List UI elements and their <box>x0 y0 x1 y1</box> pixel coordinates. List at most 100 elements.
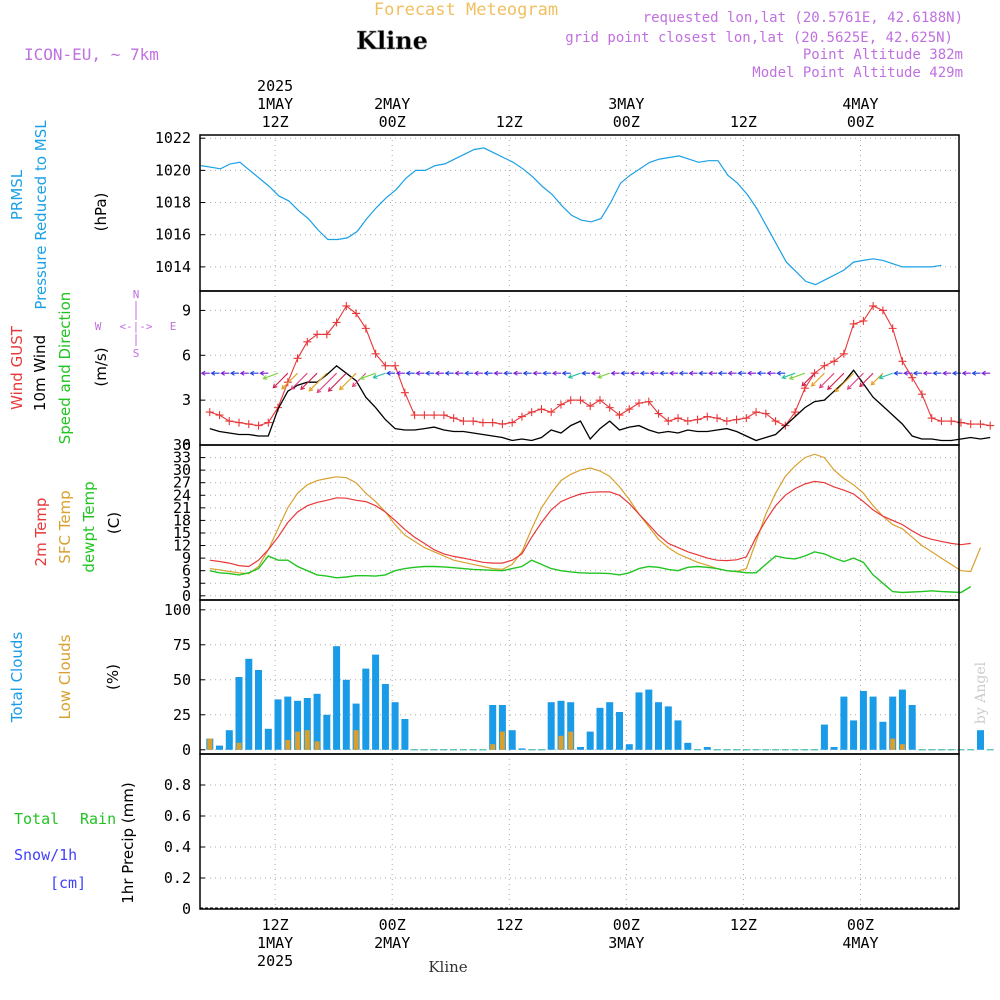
wind-direction-arrow-67 <box>846 372 864 390</box>
total-cloud-bar-51 <box>703 747 711 750</box>
gust-marker-22 <box>420 411 429 420</box>
wind-direction-arrow-5 <box>249 370 259 376</box>
panel-frames <box>199 134 960 910</box>
ytick-label-temperature-3: 9 <box>182 549 191 567</box>
gust-marker-52 <box>713 414 722 423</box>
wind-direction-arrow-50 <box>688 370 698 376</box>
pressure-label-prmsl: PRMSL <box>8 169 26 220</box>
ytick-label-wind-2: 6 <box>182 346 191 364</box>
bottom-time-label-4-0: 12Z <box>730 916 757 934</box>
top-time-label-0-0: 2025 <box>257 77 293 95</box>
gust-marker-4 <box>244 420 253 429</box>
gust-marker-75 <box>937 417 946 426</box>
ytick-label-temperature-2: 6 <box>182 562 191 580</box>
gust-marker-66 <box>849 319 858 328</box>
total-cloud-bar-64 <box>830 747 838 750</box>
wind-direction-arrow-65 <box>827 372 845 391</box>
gust-marker-3 <box>235 418 244 427</box>
gust-marker-42 <box>615 411 624 420</box>
gust-marker-68 <box>869 301 878 310</box>
wind-direction-arrow-69 <box>870 372 884 386</box>
gust-marker-80 <box>986 421 995 430</box>
wind-direction-arrow-22 <box>415 370 425 376</box>
gust-marker-26 <box>459 417 468 426</box>
total-cloud-bar-3 <box>235 677 243 750</box>
top-time-label-3-0: 3MAY <box>608 95 644 113</box>
ytick-label-temperature-0: 0 <box>182 587 191 605</box>
wind-direction-arrow-44 <box>629 370 639 376</box>
gust-marker-53 <box>722 417 731 426</box>
gust-marker-6 <box>264 418 273 427</box>
total-cloud-bar-17 <box>372 654 380 750</box>
gust-marker-46 <box>654 409 663 418</box>
wind-direction-arrow-78 <box>961 370 971 376</box>
total-cloud-bar-65 <box>840 696 848 750</box>
wind-speed-line <box>209 364 991 442</box>
wind-direction-arrow-40 <box>590 370 600 376</box>
top-time-label-1-1: 00Z <box>379 113 406 131</box>
wind-direction-arrow-31 <box>503 370 513 376</box>
bottom-time-label-1-0: 00Z <box>379 916 406 934</box>
ytick-label-clouds-4: 100 <box>164 601 191 619</box>
gust-marker-10 <box>303 337 312 346</box>
low-cloud-bar-37 <box>568 731 574 750</box>
ytick-label-temperature-8: 24 <box>173 486 191 504</box>
top-time-label-5-0: 4MAY <box>842 95 878 113</box>
wind-direction-arrow-58 <box>766 370 776 376</box>
bottom-time-label-5-1: 4MAY <box>842 934 878 952</box>
compass-rose: N S W E <-|-> <box>95 288 177 360</box>
low-cloud-bar-36 <box>558 735 564 750</box>
wind-direction-arrow-6 <box>259 370 269 376</box>
grid-point-coordinates: grid point closest lon,lat (20.5625E, 42… <box>565 30 953 46</box>
wind-direction-arrow-47 <box>659 370 669 376</box>
low-cloud-bar-3 <box>236 742 242 750</box>
wind-direction-arrow-54 <box>727 370 737 376</box>
gust-marker-67 <box>859 316 868 325</box>
total-cloud-bar-18 <box>381 684 389 750</box>
gust-marker-23 <box>430 411 439 420</box>
gust-marker-48 <box>674 414 683 423</box>
gust-marker-69 <box>878 306 887 315</box>
wind-direction-arrow-30 <box>493 370 503 376</box>
wind-direction-arrow-14 <box>327 372 347 392</box>
wind-direction-arrow-4 <box>239 370 249 376</box>
total-cloud-bar-43 <box>625 744 633 750</box>
total-cloud-bar-8 <box>284 696 292 750</box>
low-cloud-bar-71 <box>899 744 905 750</box>
grid-lines <box>200 135 959 910</box>
gust-marker-34 <box>537 405 546 414</box>
sfc-temp-line <box>209 453 982 575</box>
requested-coordinates: requested lon,lat (20.5761E, 42.6188N) <box>643 10 963 26</box>
ytick-label-temperature-7: 21 <box>173 499 191 517</box>
gust-marker-79 <box>976 420 985 429</box>
total-cloud-bar-67 <box>859 691 867 750</box>
gust-marker-41 <box>605 403 614 412</box>
wind-direction-arrow-33 <box>522 370 532 376</box>
wind-direction-arrow-28 <box>473 370 483 376</box>
dewpoint-line <box>209 551 972 594</box>
total-cloud-bar-71 <box>898 689 906 750</box>
total-cloud-bar-69 <box>879 721 887 750</box>
point-altitude: Point Altitude 382m <box>803 47 963 63</box>
total-cloud-bar-40 <box>596 707 604 750</box>
wind-direction-arrow-39 <box>581 370 591 376</box>
total-cloud-bar-49 <box>684 742 692 750</box>
wind-direction-arrow-66 <box>834 372 854 393</box>
gust-marker-15 <box>352 309 361 318</box>
low-clouds-label: Low Clouds <box>56 634 74 719</box>
wind-direction-arrow-36 <box>551 370 561 376</box>
wind-direction-arrow-0 <box>200 370 210 376</box>
wind-direction-arrow-51 <box>698 370 708 376</box>
gust-marker-11 <box>313 330 322 339</box>
wind-direction-arrow-76 <box>942 370 952 376</box>
gust-marker-47 <box>664 417 673 426</box>
ytick-label-pressure-1: 1016 <box>155 226 191 244</box>
compass-west: W <box>95 320 102 333</box>
ytick-label-clouds-0: 0 <box>182 741 191 759</box>
gust-marker-51 <box>703 412 712 421</box>
wind-direction-arrow-25 <box>444 370 454 376</box>
wind-direction-arrow-15 <box>338 372 357 391</box>
top-time-label-1-0: 2MAY <box>374 95 410 113</box>
total-cloud-bar-72 <box>908 705 916 750</box>
ytick-label-precipitation-1: 0.2 <box>164 869 191 887</box>
